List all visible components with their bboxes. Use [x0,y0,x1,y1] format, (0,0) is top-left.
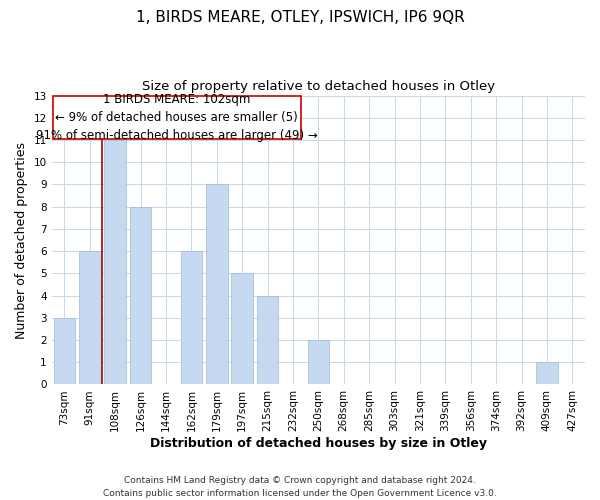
Bar [79,251,101,384]
X-axis label: Distribution of detached houses by size in Otley: Distribution of detached houses by size … [150,437,487,450]
Bar [257,296,278,384]
Bar [206,184,227,384]
Y-axis label: Number of detached properties: Number of detached properties [15,142,28,338]
Text: Contains HM Land Registry data © Crown copyright and database right 2024.
Contai: Contains HM Land Registry data © Crown c… [103,476,497,498]
Text: 1 BIRDS MEARE: 102sqm
← 9% of detached houses are smaller (5)
91% of semi-detach: 1 BIRDS MEARE: 102sqm ← 9% of detached h… [36,92,317,142]
Bar [53,318,75,384]
Title: Size of property relative to detached houses in Otley: Size of property relative to detached ho… [142,80,495,93]
Bar [104,140,126,384]
Bar [130,206,151,384]
Bar [536,362,557,384]
Bar [181,251,202,384]
Bar [232,274,253,384]
FancyBboxPatch shape [53,96,301,139]
Bar [308,340,329,384]
Text: 1, BIRDS MEARE, OTLEY, IPSWICH, IP6 9QR: 1, BIRDS MEARE, OTLEY, IPSWICH, IP6 9QR [136,10,464,25]
